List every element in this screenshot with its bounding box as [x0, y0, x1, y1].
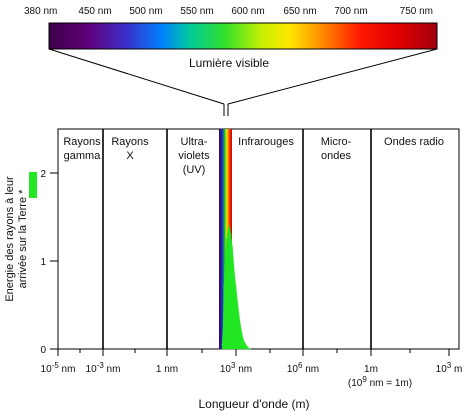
solar-energy-point: [230, 234, 232, 236]
x-tick-unit: nm: [104, 364, 121, 375]
solar-energy-point: [242, 337, 244, 340]
visible-light-caption: Lumière visible: [189, 56, 269, 70]
chart-frame: [57, 128, 460, 350]
y-axis-label-line: arrivée sur la Terre *: [17, 189, 29, 289]
region-label: (UV): [183, 164, 206, 176]
visible-tick-label: 450 nm: [78, 6, 111, 17]
x-tick-label: 1 nm: [156, 364, 178, 375]
solar-energy-point: [226, 238, 228, 240]
x-tick-unit: m: [451, 364, 462, 375]
x-tick-exponent: 3: [231, 361, 236, 370]
plot-area: [219, 129, 251, 350]
visible-tick-label: 500 nm: [129, 6, 162, 17]
region-label: Rayons: [63, 136, 101, 148]
x-note-exponent: 9: [362, 375, 367, 384]
region-label: Infrarouges: [238, 136, 294, 148]
y-axis-label: Energie des rayons à leur arrivée sur la …: [4, 176, 29, 302]
x-tick-label: 103 nm: [220, 361, 252, 375]
x-tick-label: 10-5 nm: [41, 361, 76, 375]
visible-spectrum: 380 nm 450 nm 500 nm 550 nm 600 nm 650 nm 700 …: [24, 6, 438, 116]
x-tick-exponent: -5: [52, 361, 60, 370]
x-axis-label: Longueur d'onde (m): [198, 397, 309, 411]
visible-tick-label: 380 nm: [24, 6, 57, 17]
visible-spectrum-tick-labels: 380 nm 450 nm 500 nm 550 nm 600 nm 650 nm 700 …: [24, 6, 433, 17]
solar-energy-point: [234, 278, 236, 280]
y-tick-label: 1: [40, 257, 46, 268]
solar-energy-point: [227, 229, 229, 231]
x-tick-unit: nm: [59, 364, 76, 375]
x-tick-label: 106 nm: [287, 361, 319, 375]
x-note-unit: nm = 1m): [367, 378, 412, 389]
solar-energy-point: [233, 264, 235, 266]
x-tick-exponent: 3: [447, 361, 452, 370]
x-tick-label: 10-3 nm: [86, 361, 121, 375]
x-tick-label: 1m: [364, 364, 378, 375]
region-label: Rayons: [111, 136, 149, 148]
x-tick-base: 10: [436, 364, 448, 375]
x-tick-base: 10: [86, 364, 98, 375]
visible-spectrum-bar: [48, 22, 438, 50]
region-labels: Rayons gamma Rayons X Ultra-violets (UV) Infra…: [63, 136, 444, 176]
y-axis: 0 1 2: [40, 169, 58, 356]
x-tick-exponent: 6: [298, 361, 303, 370]
region-label: violets: [178, 150, 210, 162]
solar-energy-point: [228, 225, 230, 227]
x-tick-unit: nm: [235, 364, 252, 375]
zoom-line-left: [48, 48, 225, 105]
solar-energy-point: [241, 332, 243, 334]
region-label: gamma: [64, 150, 102, 162]
solar-energy-point: [223, 286, 225, 288]
region-dividers: [102, 129, 372, 349]
chart: Rayons gamma Rayons X Ultra-violets (UV) Infra…: [4, 128, 463, 411]
solar-energy-point: [235, 286, 237, 288]
x-tick-unit: nm: [302, 364, 319, 375]
legend-swatch: [29, 172, 37, 198]
solar-energy-point: [246, 345, 248, 347]
zoom-line-right: [227, 48, 438, 105]
solar-energy-point: [237, 304, 239, 306]
x-tick-base: 10: [41, 364, 53, 375]
visible-tick-label: 550 nm: [180, 6, 213, 17]
solar-energy-point: [249, 348, 251, 350]
x-tick-base: 1m: [364, 364, 378, 375]
solar-energy-point: [224, 269, 226, 271]
x-tick-base: 10: [220, 364, 232, 375]
y-tick-label: 0: [40, 345, 46, 356]
x-axis-note: (109 nm = 1m): [348, 375, 412, 389]
x-tick-base: 1 nm: [156, 364, 178, 375]
y-tick-label: 2: [40, 169, 46, 180]
solar-energy-point: [224, 256, 227, 258]
visible-tick-label: 750 nm: [400, 6, 433, 17]
x-axis: 10-5 nm 10-3 nm 1 nm 103 nm 106 nm 1m 103 m(10…: [41, 349, 463, 389]
x-tick-base: 10: [287, 364, 299, 375]
solar-energy-point: [231, 247, 234, 249]
x-tick-label: 103 m: [436, 361, 463, 375]
x-tick-exponent: -3: [97, 361, 105, 370]
visible-tick-label: 650 nm: [283, 6, 316, 17]
solar-energy-point: [222, 322, 224, 324]
region-label: Ultra-: [181, 136, 208, 148]
solar-energy-point: [229, 229, 231, 231]
solar-energy-point: [244, 343, 246, 345]
visible-tick-label: 700 nm: [334, 6, 367, 17]
region-label: Micro-: [321, 136, 352, 148]
visible-tick-label: 600 nm: [231, 6, 264, 17]
region-label: X: [126, 150, 134, 162]
region-label: ondes: [321, 150, 351, 162]
y-axis-label-line: Energie des rayons à leur: [4, 176, 16, 302]
solar-energy-point: [221, 344, 223, 346]
solar-energy-point: [239, 322, 241, 324]
x-note-base: (10: [348, 378, 363, 389]
region-label: Ondes radio: [384, 136, 444, 148]
